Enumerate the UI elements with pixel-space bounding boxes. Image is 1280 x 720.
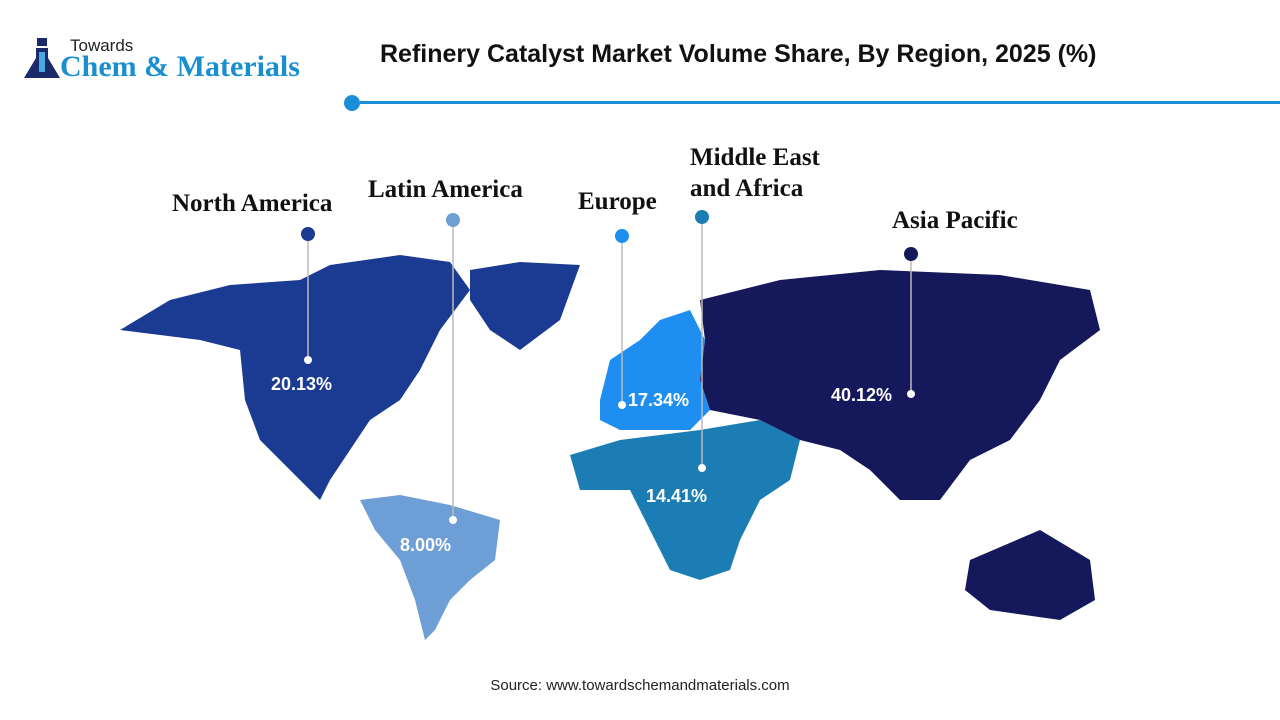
region-latin-america	[360, 495, 500, 640]
region-north-america	[120, 255, 580, 500]
marker-dot	[904, 247, 918, 261]
anchor-dot	[618, 401, 626, 409]
flask-icon	[24, 38, 60, 78]
marker-dot	[695, 210, 709, 224]
page-title: Refinery Catalyst Market Volume Share, B…	[380, 40, 1097, 68]
value-europe: 17.34%	[628, 390, 690, 410]
value-middle-east-africa: 14.41%	[646, 486, 708, 506]
region-middle-east-africa	[570, 420, 800, 580]
anchor-dot	[907, 390, 915, 398]
logo-line2: Chem & Materials	[60, 50, 300, 83]
value-latin-america: 8.00%	[400, 535, 452, 555]
source-note: Source: www.towardschemandmaterials.com	[490, 677, 790, 694]
label-middle-east-africa: Middle East and Africa	[690, 142, 820, 204]
value-asia-pacific: 40.12%	[831, 385, 893, 405]
region-asia-pacific	[700, 270, 1100, 620]
anchor-dot	[304, 356, 312, 364]
marker-dot	[446, 213, 460, 227]
anchor-dot	[698, 464, 706, 472]
title-divider	[360, 101, 1280, 104]
value-north-america: 20.13%	[271, 374, 333, 394]
divider-dot	[344, 95, 360, 111]
label-line1: Middle East	[690, 144, 820, 171]
label-latin-america: Latin America	[368, 176, 523, 203]
region-europe	[600, 310, 710, 430]
logo-line1: Towards	[70, 36, 134, 55]
label-asia-pacific: Asia Pacific	[892, 207, 1018, 234]
label-line2: and Africa	[690, 175, 804, 202]
marker-dot	[615, 229, 629, 243]
anchor-dot	[449, 516, 457, 524]
label-north-america: North America	[172, 190, 333, 217]
label-europe: Europe	[578, 188, 657, 215]
marker-dot	[301, 227, 315, 241]
